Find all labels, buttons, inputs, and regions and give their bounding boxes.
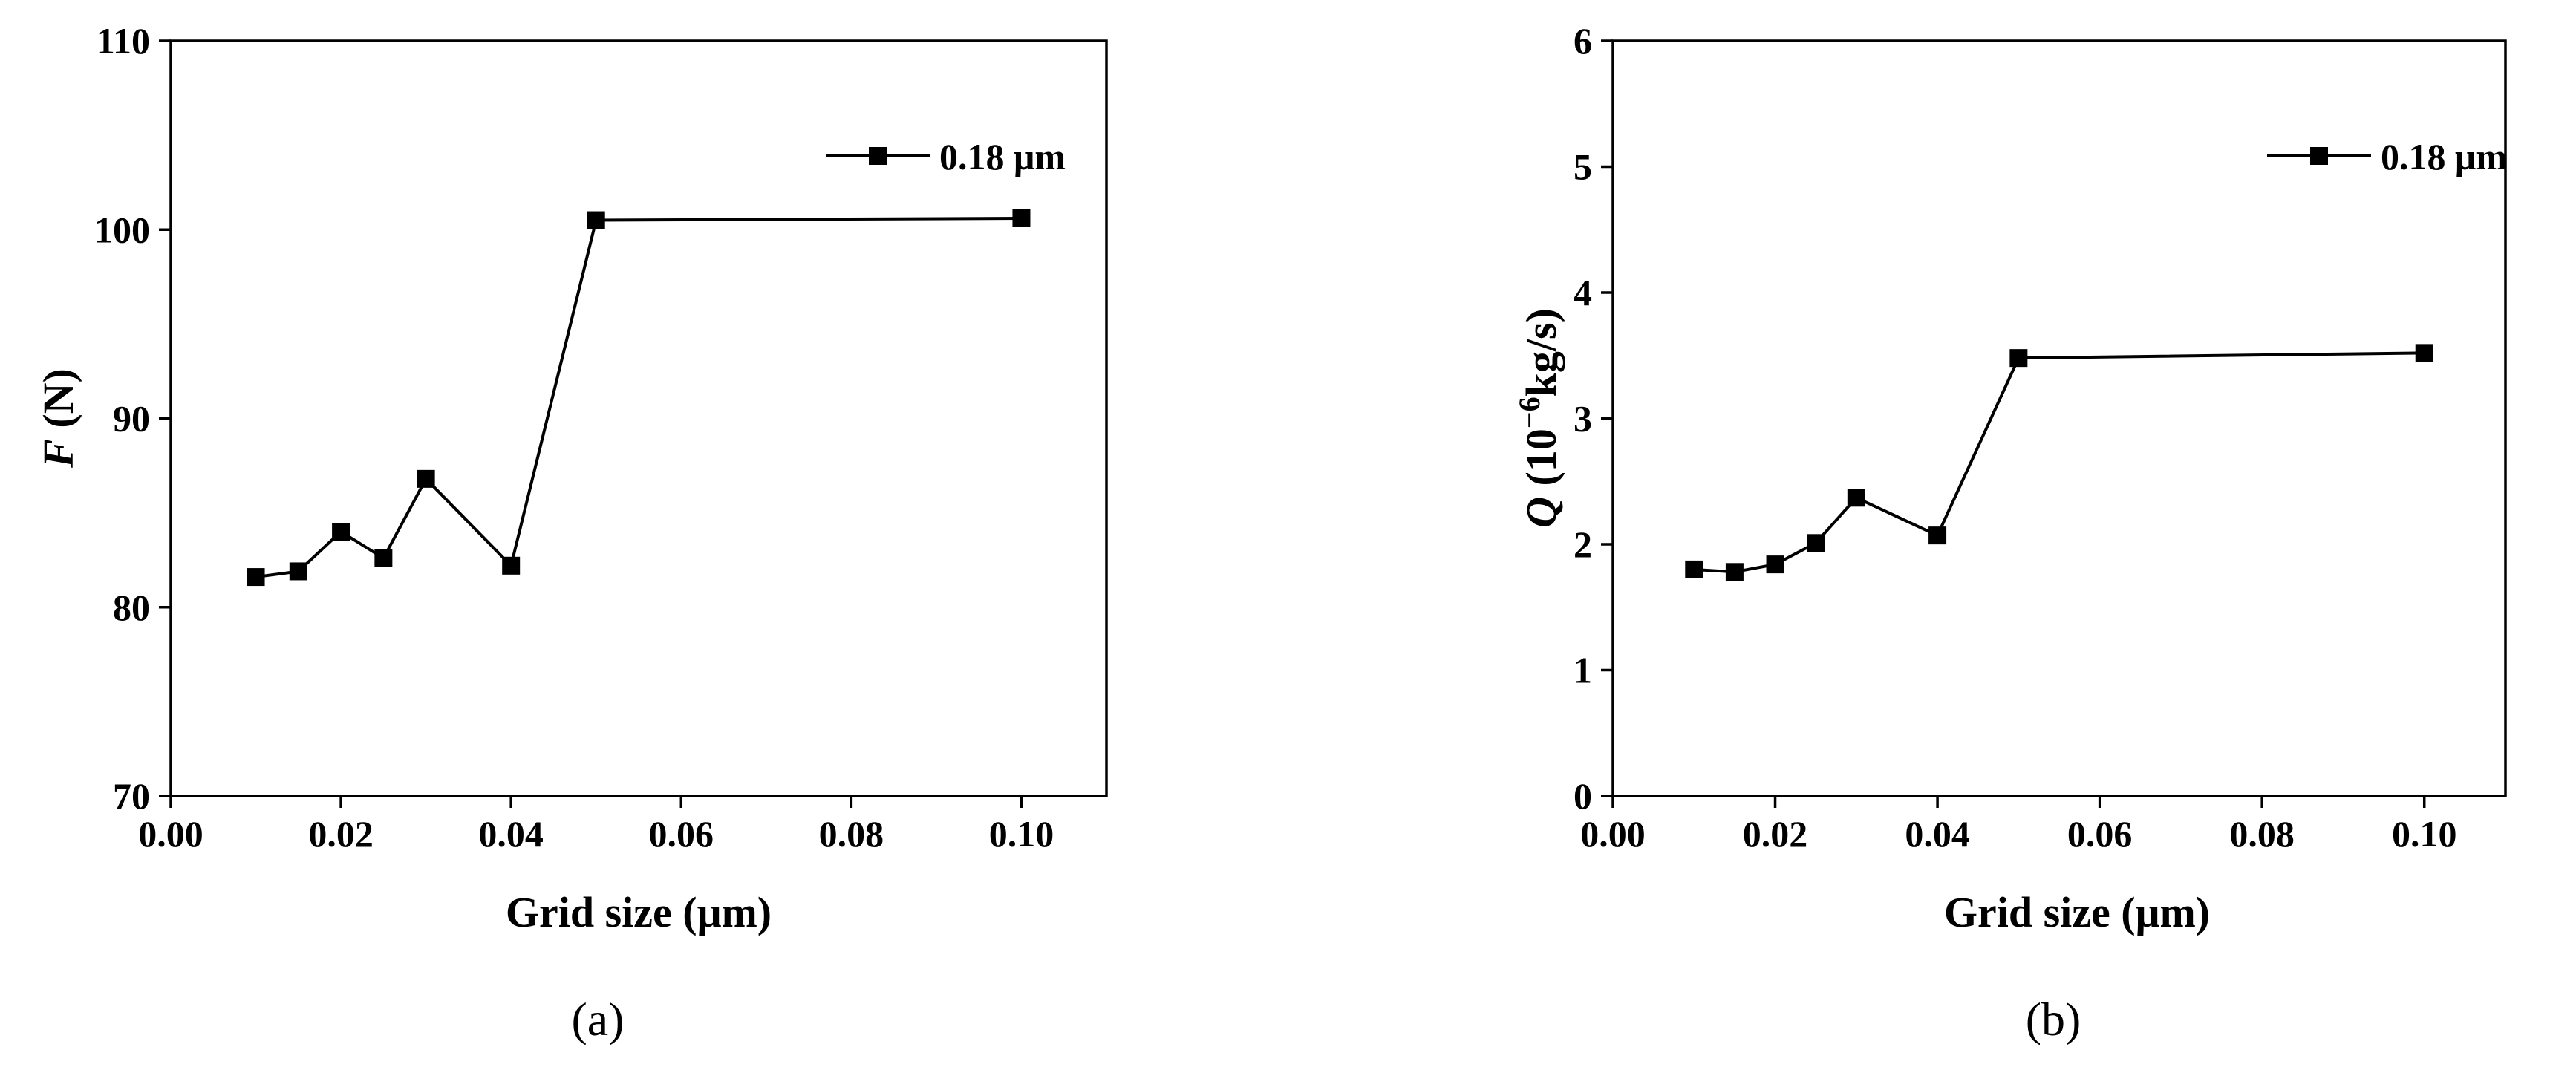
y-tick-label-b-0: 0 [1574, 775, 1592, 817]
series-line-b-0 [1694, 351, 2425, 574]
series-line-a-0 [255, 216, 1022, 579]
data-point-a-3 [374, 549, 393, 567]
y-tick-label-a-2: 90 [113, 398, 150, 440]
data-point-b-5 [1928, 526, 1947, 545]
x-tick-label-a-4: 0.08 [819, 813, 884, 855]
tick-marks-b: 0.00 0.02 0.04 0.06 0.08 0.10 0 1 2 3 4 5 6 [1574, 20, 2456, 855]
y-axis-variable-b: Q [1517, 497, 1565, 528]
y-axis-unit-open-b: (10 [1517, 428, 1565, 497]
x-axis-title-a: Grid size (μm) [506, 888, 772, 936]
x-tick-label-a-5: 0.10 [989, 813, 1054, 855]
y-axis-unit-a: (N) [34, 368, 82, 439]
x-tick-label-b-0: 0.00 [1580, 813, 1646, 855]
x-axis-title-b: Grid size (μm) [1944, 888, 2210, 936]
data-point-a-5 [502, 556, 521, 575]
data-point-a-6 [587, 211, 605, 229]
y-axis-title-a: F (N) [34, 368, 82, 469]
panel-caption-b: (b) [2026, 993, 2081, 1045]
data-point-b-0 [1685, 560, 1703, 578]
data-point-a-0 [247, 568, 265, 587]
legend-a: 0.18 μm [826, 136, 1066, 177]
legend-marker-b [2310, 147, 2328, 165]
x-tick-label-a-3: 0.06 [649, 813, 714, 855]
data-point-b-6 [2009, 349, 2028, 368]
series-b [1685, 344, 2433, 581]
y-axis-exponent-b: −6 [1513, 397, 1546, 428]
y-tick-label-a-0: 70 [113, 775, 150, 817]
y-tick-label-a-3: 100 [94, 209, 150, 250]
y-tick-label-b-5: 5 [1574, 146, 1592, 188]
y-tick-label-a-1: 80 [113, 587, 150, 628]
x-tick-label-a-2: 0.04 [478, 813, 544, 855]
data-point-b-1 [1725, 563, 1744, 581]
y-tick-label-b-2: 2 [1574, 523, 1592, 565]
legend-marker-a [869, 147, 887, 165]
y-tick-label-a-4: 110 [97, 20, 150, 62]
data-point-b-2 [1766, 555, 1784, 574]
x-tick-label-b-1: 0.02 [1743, 813, 1808, 855]
data-point-b-7 [2415, 344, 2433, 362]
legend-label-b: 0.18 μm [2381, 136, 2507, 177]
y-tick-label-b-6: 6 [1574, 20, 1592, 62]
y-axis-variable-a: F [34, 439, 82, 469]
legend-b: 0.18 μm [2267, 136, 2507, 177]
data-point-a-1 [289, 562, 307, 581]
y-tick-label-b-1: 1 [1574, 650, 1592, 691]
x-tick-label-b-2: 0.04 [1905, 813, 1970, 855]
data-point-b-4 [1847, 489, 1865, 507]
x-tick-label-a-0: 0.00 [138, 813, 203, 855]
legend-label-a: 0.18 μm [939, 136, 1066, 177]
x-tick-label-b-5: 0.10 [2392, 813, 2457, 855]
y-axis-title-b: Q (10−6kg/s) [1513, 308, 1565, 528]
chart-panel-b: 0.00 0.02 0.04 0.06 0.08 0.10 0 1 2 3 4 5 6 Q (10−6k… [1513, 20, 2507, 1045]
chart-panel-a: 0.00 0.02 0.04 0.06 0.08 0.10 70 80 90 100 110 F (… [34, 20, 1108, 1045]
data-point-a-7 [1012, 209, 1031, 227]
panel-caption-a: (a) [571, 993, 624, 1045]
y-tick-label-b-4: 4 [1574, 272, 1592, 313]
x-tick-label-b-4: 0.08 [2229, 813, 2295, 855]
tick-marks-a: 0.00 0.02 0.04 0.06 0.08 0.10 70 80 90 100 110 [94, 20, 1054, 855]
series-a [247, 209, 1031, 587]
x-tick-label-a-1: 0.02 [308, 813, 374, 855]
x-tick-label-b-3: 0.06 [2067, 813, 2133, 855]
y-tick-label-b-3: 3 [1574, 398, 1592, 440]
data-point-a-4 [417, 469, 435, 488]
plot-area-b [1611, 39, 2507, 797]
y-axis-unit-b: kg/s) [1517, 308, 1565, 397]
data-point-b-3 [1807, 534, 1825, 552]
data-point-a-2 [332, 523, 350, 541]
